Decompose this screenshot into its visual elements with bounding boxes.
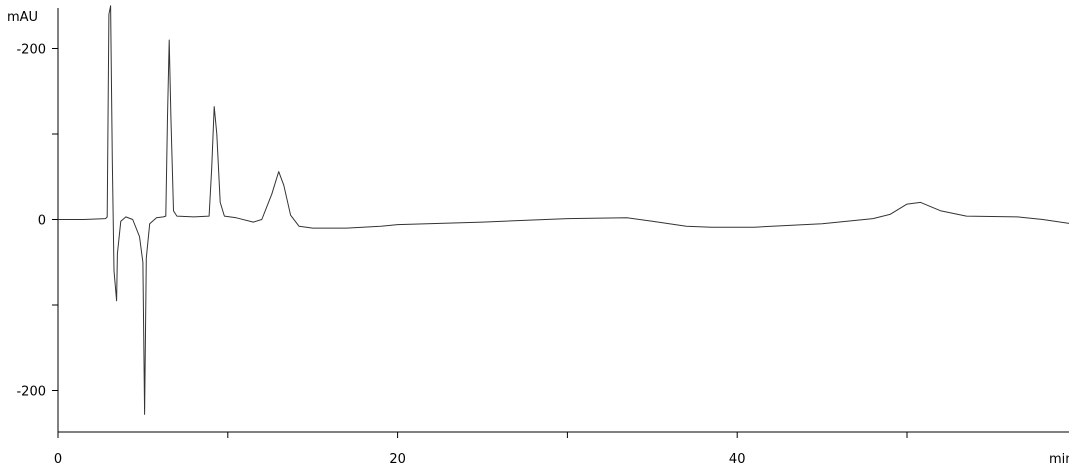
y-axis-ticks: -200 0 -200 (16, 43, 58, 400)
chromatogram-trace (58, 5, 1069, 415)
y-tick-label: -200 (16, 43, 46, 58)
x-axis-unit-label: min (1049, 452, 1069, 467)
y-axis-unit-label: mAU (7, 10, 38, 25)
x-tick-label: 40 (729, 452, 746, 467)
y-tick-label: 0 (38, 214, 46, 229)
x-axis-ticks: 0 20 40 (54, 432, 908, 467)
y-tick-label: -200 (16, 385, 46, 400)
x-tick-label: 0 (54, 452, 62, 467)
x-tick-label: 20 (389, 452, 406, 467)
chart-axes (57, 8, 1069, 433)
